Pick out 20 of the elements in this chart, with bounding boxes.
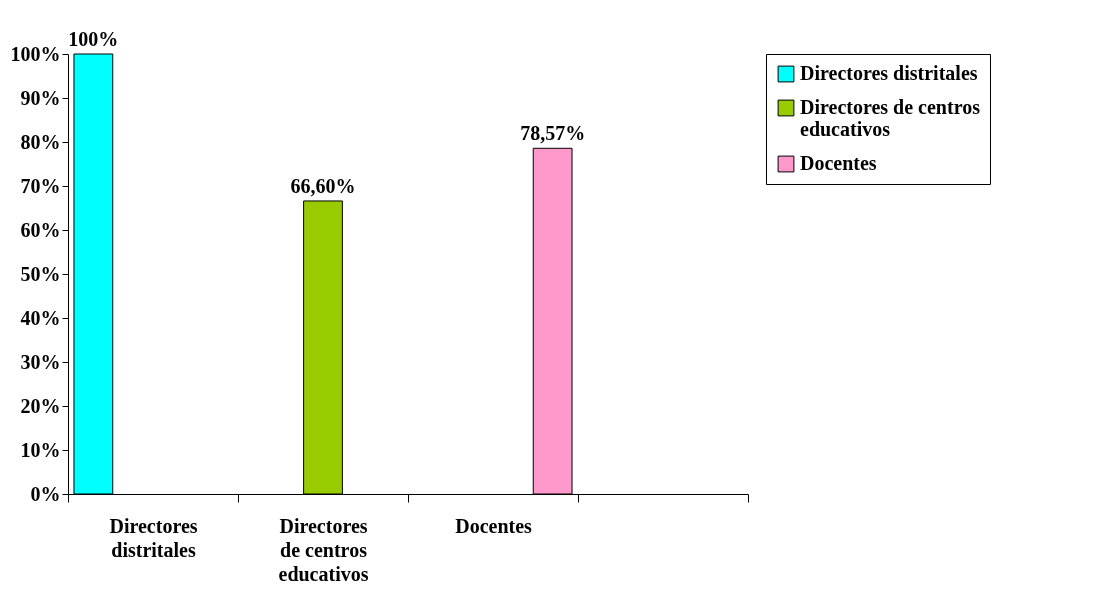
data-label: 66,60% [290, 174, 356, 197]
legend-label: Directores de centros educativos [800, 96, 981, 140]
legend-label: Docentes [800, 152, 877, 174]
y-tick-label: 10% [20, 438, 61, 461]
y-tick-label: 90% [20, 86, 61, 109]
y-tick-label: 100% [10, 42, 61, 65]
y-tick-label: 50% [20, 262, 61, 285]
y-tick-label: 70% [20, 174, 61, 197]
x-tick-label: Docentes [455, 514, 533, 537]
y-tick-label: 60% [20, 218, 61, 241]
y-tick-label: 30% [20, 350, 61, 373]
data-label: 78,57% [520, 122, 586, 145]
y-tick-label: 0% [30, 482, 61, 505]
legend-label: Directores distritales [800, 62, 978, 84]
data-label: 100% [68, 28, 119, 50]
x-tick-label: Directores de centros educativos [278, 514, 369, 585]
y-tick-label: 40% [20, 306, 61, 329]
x-tick-label: Directores distritales [109, 514, 198, 561]
y-tick-label: 20% [20, 394, 61, 417]
y-tick-label: 80% [20, 130, 61, 153]
